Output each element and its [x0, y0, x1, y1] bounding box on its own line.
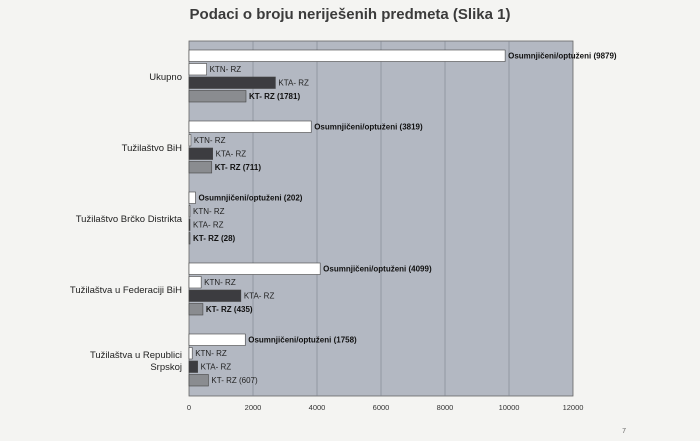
bar-label: KTN- RZ: [204, 278, 236, 287]
bar: [188, 49, 506, 62]
bar-label: KT- RZ (711): [215, 163, 262, 172]
bar: [188, 289, 242, 302]
bar: [188, 134, 192, 147]
bar: [188, 347, 193, 360]
bar: [188, 262, 321, 275]
bar-label: Osumnjičeni/optuženi (4099): [323, 265, 432, 274]
bar-label: Osumnjičeni/optuženi (3819): [314, 123, 423, 132]
bar-label: Osumnjičeni/optuženi (9879): [508, 52, 617, 61]
x-tick-label: 2000: [245, 403, 262, 412]
category-label: Tužilaštva u Federaciji BiH: [70, 285, 182, 296]
category-label: Ukupno: [149, 72, 182, 83]
bar-label: KTN- RZ: [195, 349, 227, 358]
bar-label: KT- RZ (28): [193, 234, 236, 243]
bar: [188, 276, 202, 289]
page-number: 7: [622, 428, 626, 435]
bar-label: KTA- RZ: [193, 221, 224, 230]
category-label-line: Tužilaštva u Republici: [90, 350, 182, 361]
bar-label: KTA- RZ: [201, 363, 232, 372]
x-tick-label: 12000: [563, 403, 584, 412]
bar-label: KT- RZ (1781): [249, 92, 300, 101]
bar: [188, 232, 191, 245]
bar-label: KTA- RZ: [216, 150, 247, 159]
bar-label: KTN- RZ: [210, 65, 242, 74]
bar-label: KTA- RZ: [244, 292, 275, 301]
bar: [188, 205, 191, 218]
x-tick-label: 4000: [309, 403, 326, 412]
bar: [188, 76, 276, 89]
category-label-line: Ukupno: [149, 72, 182, 83]
bar-label: KTN- RZ: [193, 207, 225, 216]
bar: [188, 161, 213, 174]
x-tick-label: 10000: [499, 403, 520, 412]
bar: [188, 333, 246, 346]
x-tick-label: 6000: [373, 403, 390, 412]
bar-label: KTN- RZ: [194, 136, 226, 145]
bar: [188, 191, 196, 204]
category-label-line: Tužilaštva u Federaciji BiH: [70, 285, 182, 296]
bar: [188, 374, 209, 387]
bar: [188, 90, 247, 103]
category-label-line: Tužilaštvo BiH: [122, 143, 182, 154]
bar: [188, 147, 213, 160]
category-label: Tužilaštva u Republici Srpskoj: [90, 350, 182, 373]
bar-label: Osumnjičeni/optuženi (1758): [248, 336, 357, 345]
bar: [188, 63, 207, 76]
bar: [188, 303, 204, 316]
bar: [188, 120, 312, 133]
bar-label: KT- RZ (607): [211, 376, 258, 385]
bar: [188, 218, 191, 231]
bar-label: KT- RZ (435): [206, 305, 253, 314]
bar-label: Osumnjičeni/optuženi (202): [198, 194, 302, 203]
category-label: Tužilaštvo BiH: [122, 143, 182, 154]
x-tick-label: 8000: [437, 403, 454, 412]
x-tick-label: 0: [187, 403, 191, 412]
chart-title: Podaci o broju neriješenih predmeta (Sli…: [189, 6, 511, 23]
bar: [188, 360, 198, 373]
category-label-line: Tužilaštvo Brčko Distrikta: [76, 214, 183, 225]
bar-label: KTA- RZ: [278, 79, 309, 88]
category-label: Tužilaštvo Brčko Distrikta: [76, 214, 183, 225]
category-label-line: Srpskoj: [150, 362, 182, 373]
